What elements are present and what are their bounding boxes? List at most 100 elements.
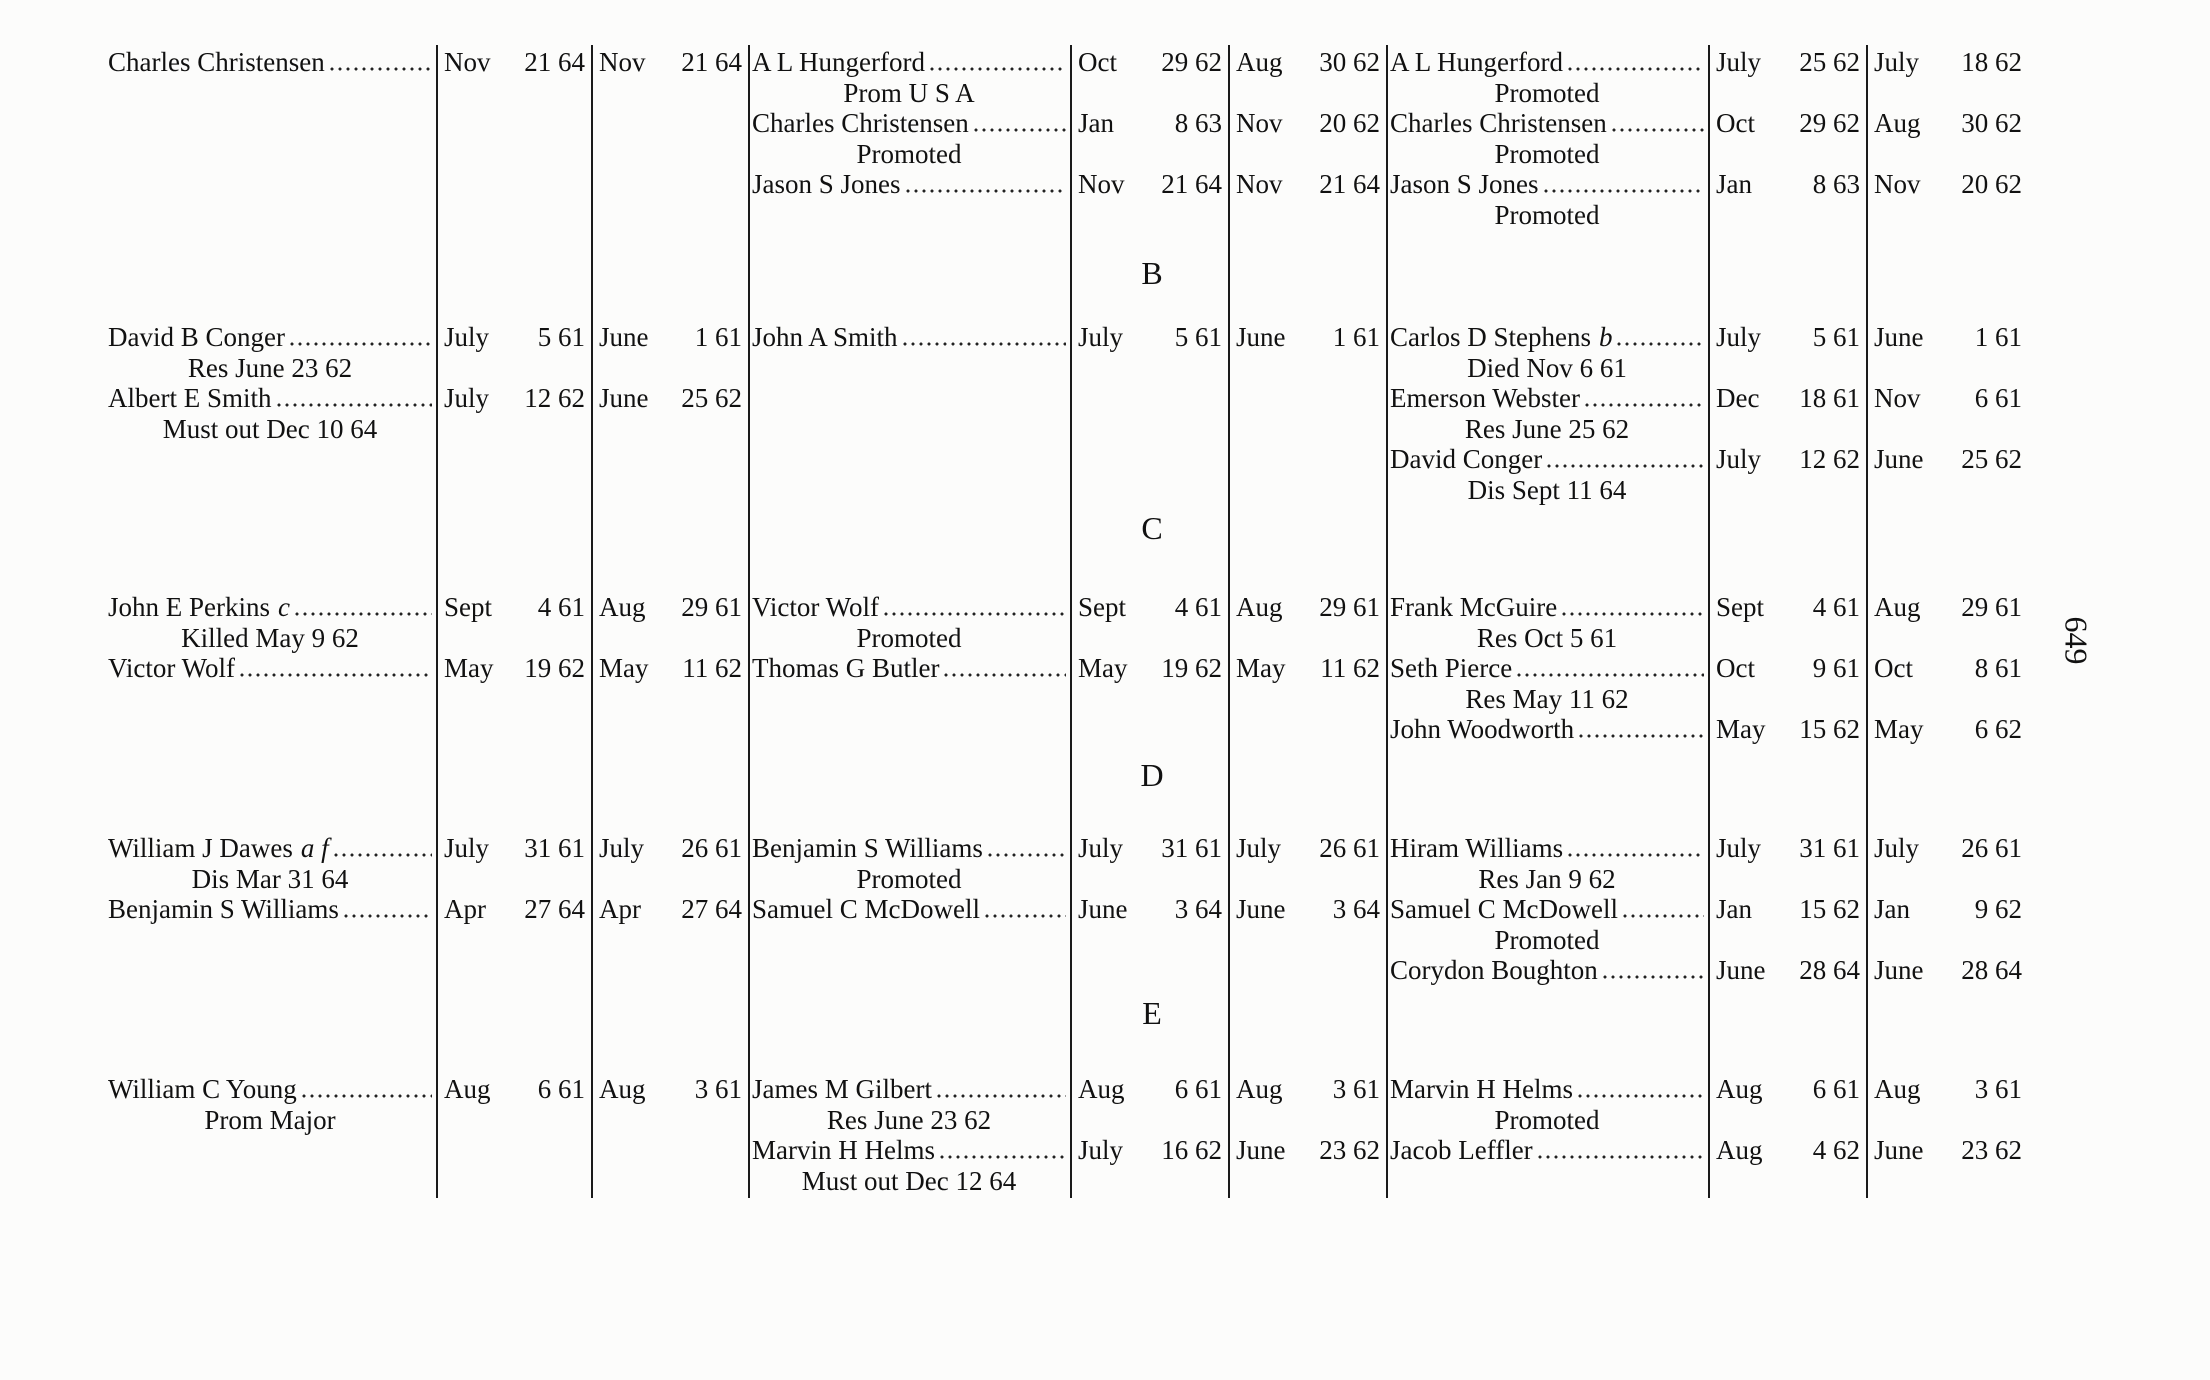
officer-name: Thomas G Butler [752, 653, 940, 683]
date-month: June [1236, 1135, 1286, 1165]
officer-name: Jacob Leffler [1390, 1135, 1533, 1165]
date-month: June [1874, 955, 1924, 985]
date-cell: July 5 61 [1712, 322, 1864, 353]
date-month: Oct [1078, 47, 1117, 77]
date-day-year: 20 62 [1319, 108, 1380, 138]
officer-name: Charles Christensen [1390, 108, 1607, 138]
date-day-year: 21 64 [1319, 169, 1380, 199]
date-month: Nov [599, 47, 646, 77]
date-day-year: 31 61 [1161, 833, 1222, 863]
date-day-year: 29 62 [1799, 108, 1860, 138]
roster-entry: Seth Pierce [1390, 653, 1704, 684]
date-cell: June 25 62 [1870, 444, 2026, 475]
dot-leader [292, 612, 432, 617]
date-day-year: 26 61 [1961, 833, 2022, 863]
officer-name: Victor Wolf [108, 653, 235, 683]
blank-cell [440, 1105, 589, 1136]
blank-cell [1712, 200, 1864, 231]
date-day-year: 6 61 [1961, 383, 2022, 413]
date-cell: Aug 3 61 [1870, 1074, 2026, 1105]
blank-cell [595, 414, 746, 445]
blank-cell [1870, 684, 2026, 715]
column-rule [1386, 45, 1388, 1198]
date-cell: Jan 15 62 [1712, 894, 1864, 925]
dot-leader [299, 1094, 432, 1099]
officer-name: David Conger [1390, 444, 1543, 474]
roster-entry: James M Gilbert [752, 1074, 1066, 1105]
dot-leader [903, 189, 1066, 194]
name-column: Frank McGuire Res Oct 5 61 Seth Pierce Res … [1390, 592, 1704, 745]
blank-cell [1712, 139, 1864, 170]
date-cell: June 23 62 [1232, 1135, 1384, 1166]
name-column: William J Dawes a f Dis Mar 31 64 Benjamin … [108, 833, 432, 925]
blank-cell [1232, 139, 1384, 170]
roster-entry: Albert E Smith [108, 383, 432, 414]
date-cell: Oct 9 61 [1712, 653, 1864, 684]
name-column: Carlos D Stephens b Died Nov 6 61 Emerson W… [1390, 322, 1704, 505]
mustered-column: July 26 61 June 3 64 [1232, 833, 1384, 925]
date-cell: Aug 6 61 [1074, 1074, 1226, 1105]
dot-leader [1583, 403, 1704, 408]
name-column: Marvin H Helms Promoted Jacob Leffler [1390, 1074, 1704, 1166]
roster-entry: David Conger [1390, 444, 1704, 475]
date-cell: Nov 21 64 [1232, 169, 1384, 200]
date-cell: June 1 61 [1870, 322, 2026, 353]
roster-entry: Frank McGuire [1390, 592, 1704, 623]
officer-name: Frank McGuire [1390, 592, 1558, 622]
date-cell: Nov 20 62 [1870, 169, 2026, 200]
entry-note: Promoted [1494, 77, 1600, 108]
date-day-year: 3 64 [1161, 894, 1222, 924]
roster-entry: Charles Christensen [752, 108, 1066, 139]
dot-leader [1609, 128, 1704, 133]
entry-note: Promoted [856, 138, 962, 169]
date-cell: July 5 61 [440, 322, 589, 353]
date-day-year: 5 61 [1799, 322, 1860, 352]
date-day-year: 28 64 [1799, 955, 1860, 985]
officer-name: A L Hungerford [1390, 47, 1563, 77]
roster-entry: Corydon Boughton [1390, 955, 1704, 986]
officer-name: John Woodworth [1390, 714, 1575, 744]
date-cell: Aug 6 61 [1712, 1074, 1864, 1105]
date-cell: July 31 61 [440, 833, 589, 864]
date-cell: Oct 29 62 [1074, 47, 1226, 78]
officer-name: Marvin H Helms [752, 1135, 935, 1165]
date-cell: Nov 21 64 [440, 47, 589, 78]
date-month: July [444, 383, 490, 413]
date-month: Aug [1874, 108, 1921, 138]
entry-mark: a f [300, 833, 329, 863]
date-month: June [1236, 322, 1286, 352]
roster-entry: Thomas G Butler [752, 653, 1066, 684]
dot-leader [1575, 1094, 1704, 1099]
date-day-year: 29 61 [1319, 592, 1380, 622]
column-rule [436, 45, 438, 1198]
date-month: Nov [1236, 169, 1283, 199]
enrolled-column: July 31 61 Jan 15 62 June 28 64 [1712, 833, 1864, 986]
enrolled-column: July 31 61 June 3 64 [1074, 833, 1226, 925]
roster-entry: Samuel C McDowell [752, 894, 1066, 925]
date-day-year: 6 62 [1961, 714, 2022, 744]
entry-note: Promoted [856, 622, 962, 653]
mustered-column: Aug 3 61 [595, 1074, 746, 1135]
name-column: Victor Wolf Promoted Thomas G Butler [752, 592, 1066, 684]
dot-leader [942, 673, 1066, 678]
date-day-year: 4 61 [1161, 592, 1222, 622]
date-cell: Jan 8 63 [1074, 108, 1226, 139]
date-day-year: 4 62 [1799, 1135, 1860, 1165]
entry-note: Prom Major [204, 1104, 336, 1135]
name-column: William C Young Prom Major [108, 1074, 432, 1135]
date-month: May [1236, 653, 1286, 683]
date-day-year: 4 61 [524, 592, 585, 622]
date-cell: Aug 29 61 [1232, 592, 1384, 623]
date-cell: May 11 62 [595, 653, 746, 684]
entry-note: Promoted [856, 863, 962, 894]
blank-cell [1074, 1166, 1226, 1197]
mustered-column: Aug 3 61 June 23 62 [1232, 1074, 1384, 1196]
date-month: Aug [1078, 1074, 1125, 1104]
date-cell: Sept 4 61 [440, 592, 589, 623]
date-month: June [1874, 1135, 1924, 1165]
company-heading: D [1140, 757, 1164, 793]
roster-entry: Carlos D Stephens b [1390, 322, 1704, 353]
mustered-column: July 18 62 Aug 30 62 Nov 20 62 [1870, 47, 2026, 230]
date-month: July [1078, 833, 1124, 863]
date-month: Aug [1716, 1135, 1763, 1165]
